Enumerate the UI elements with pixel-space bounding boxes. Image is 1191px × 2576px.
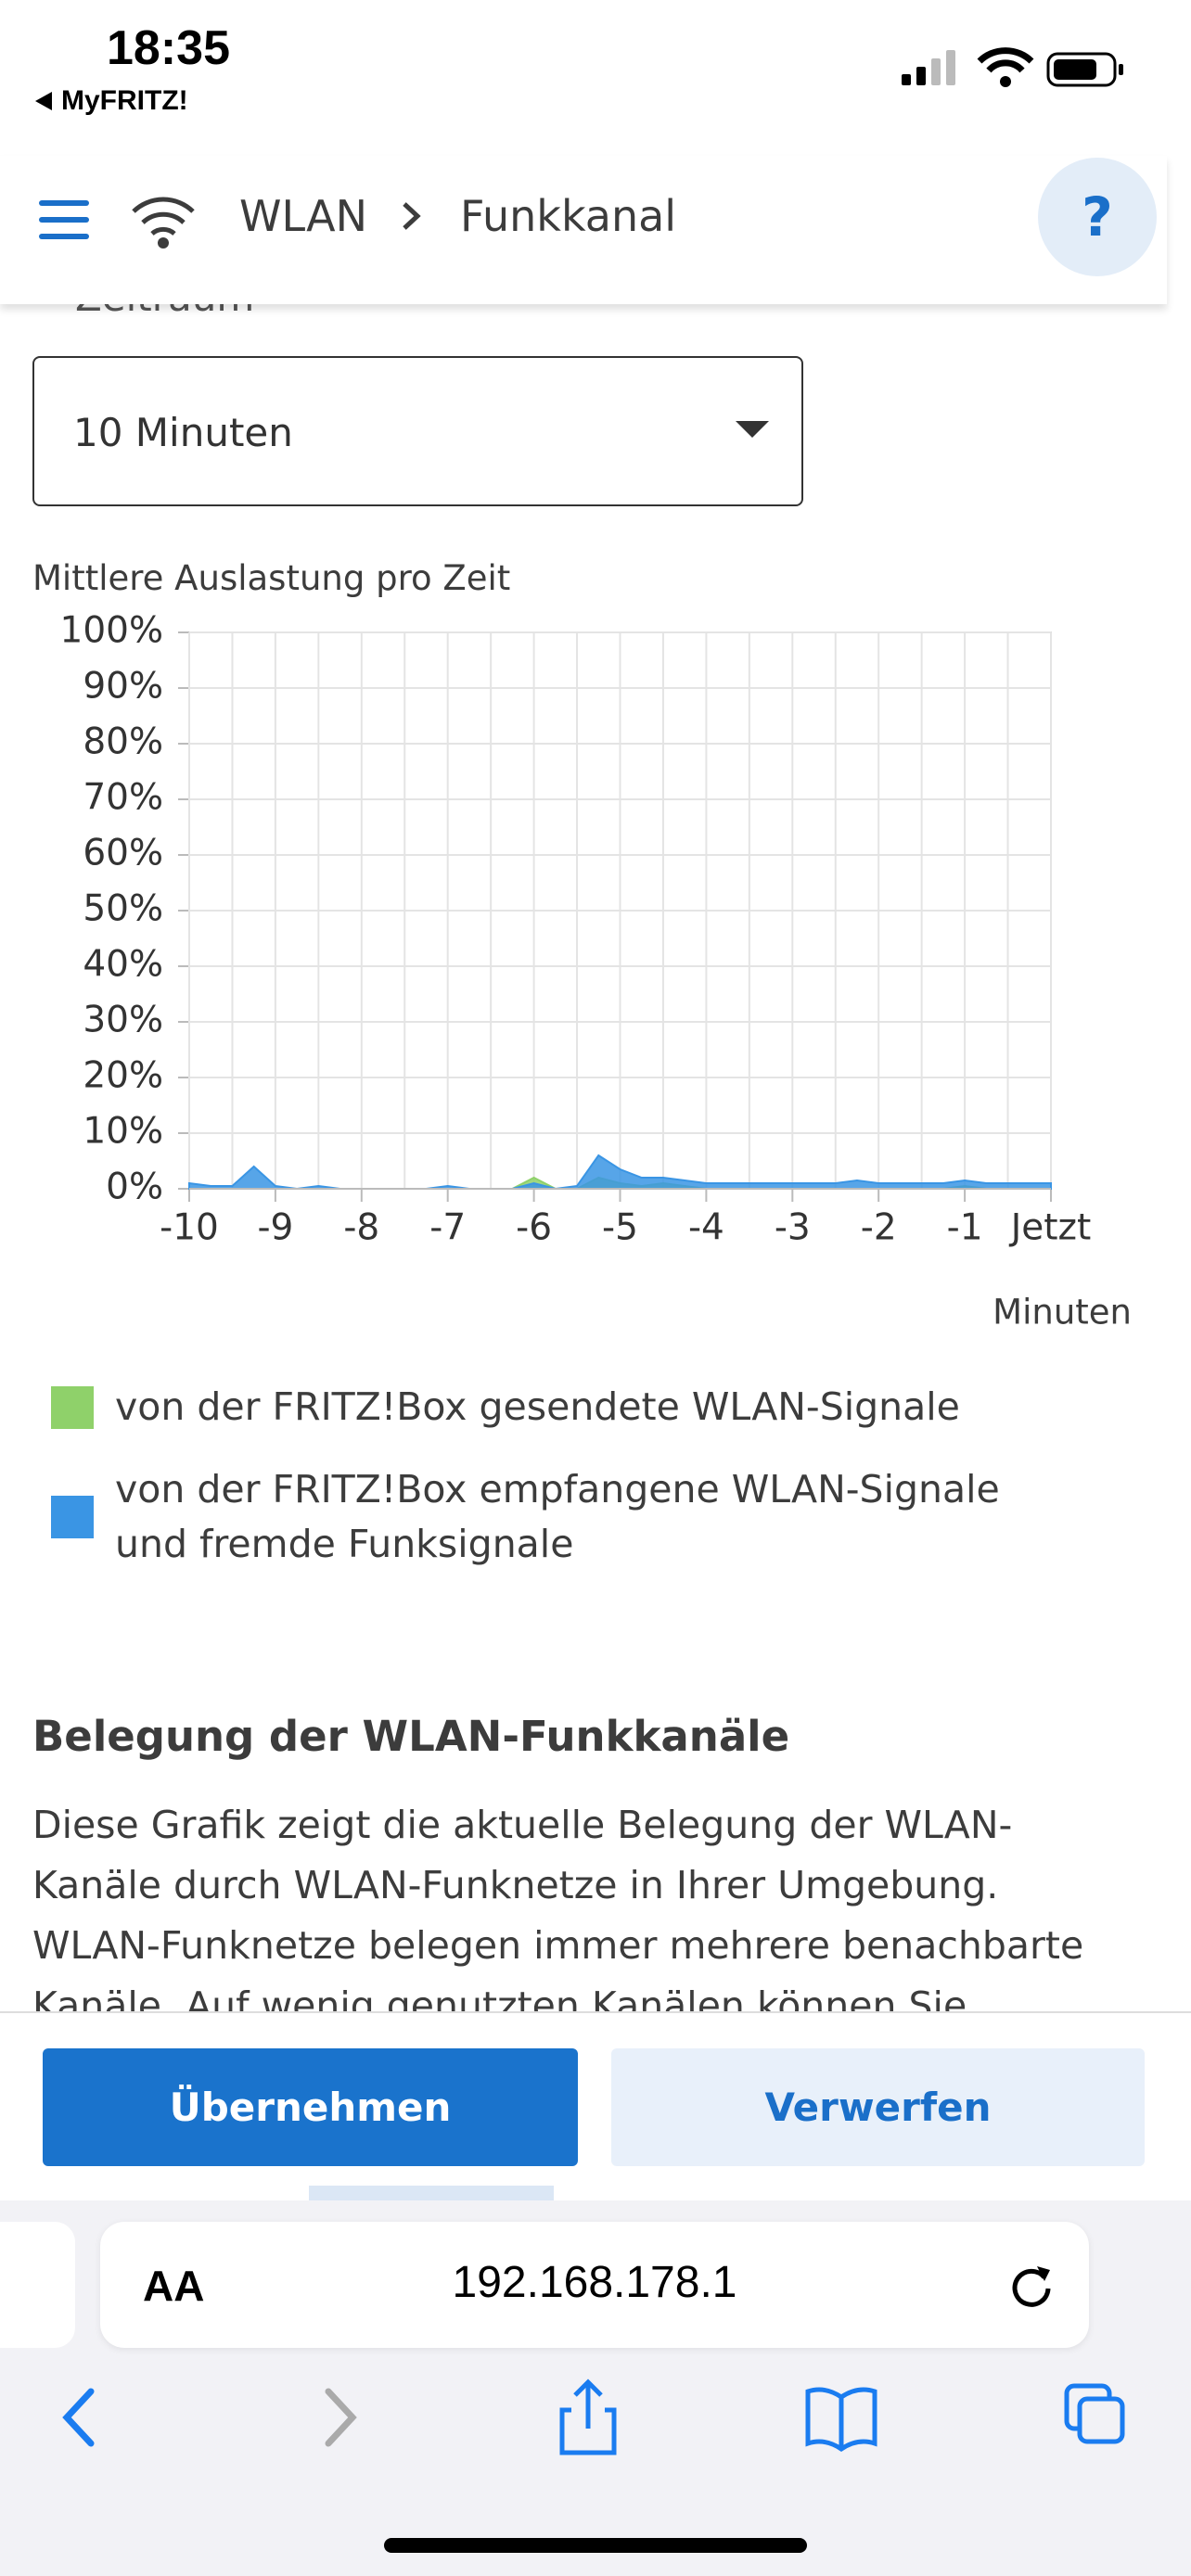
dropdown-arrow (736, 421, 769, 438)
x-tick-label: -9 (257, 1207, 293, 1249)
x-tick-label: -4 (688, 1207, 724, 1249)
back-label: MyFRITZ! (61, 85, 188, 116)
chart: Minuten 0% 10% 20% 30% 40% 50% 60% 70% 80% 90% 100… (60, 610, 1133, 1333)
discard-button[interactable]: Verwerfen (611, 2048, 1145, 2166)
legend-item: von der FRITZ!Box gesendete WLAN-Signale (51, 1380, 1127, 1435)
toolbar (62, 2378, 1125, 2455)
y-tick-label: 30% (83, 1000, 163, 1041)
app-header: WLAN Funkkanal ? (0, 156, 1167, 304)
y-tick-label: 60% (83, 833, 163, 874)
y-tick-label: 50% (83, 888, 163, 930)
reload-icon[interactable] (1007, 2261, 1056, 2309)
url-field[interactable]: AA 192.168.178.1 (100, 2222, 1089, 2348)
browser-bar: AA 192.168.178.1 (0, 2200, 1191, 2576)
y-tick-label: 80% (83, 721, 163, 763)
y-tick-label: 10% (83, 1111, 163, 1153)
x-tick-label: -1 (947, 1207, 983, 1249)
x-tick-label: -7 (429, 1207, 466, 1249)
legend-swatch (51, 1385, 94, 1429)
y-tick-label: 90% (83, 666, 163, 708)
x-tick-label: Jetzt (1008, 1207, 1092, 1249)
legend-label: von der FRITZ!Box gesendete WLAN-Signale (115, 1384, 960, 1429)
x-tick-label: -2 (861, 1207, 897, 1249)
url: 192.168.178.1 (452, 2258, 737, 2307)
y-tick-label: 20% (83, 1055, 163, 1097)
legend-label: von der FRITZ!Box empfangene WLAN-Signal… (115, 1467, 1000, 1566)
back-link[interactable]: MyFRITZ! (33, 85, 188, 117)
forward-button[interactable] (325, 2388, 357, 2447)
legend: von der FRITZ!Box gesendete WLAN-Signale… (51, 1380, 1127, 1600)
x-tick-label: -10 (160, 1207, 219, 1249)
crumb[interactable]: WLAN (239, 191, 368, 241)
y-tick-label: 70% (83, 777, 163, 819)
area (188, 1154, 1052, 1191)
crumb: Funkkanal (460, 191, 677, 241)
home-indicator (384, 2538, 807, 2553)
legend-item: von der FRITZ!Box empfangene WLAN-Signal… (51, 1462, 1127, 1572)
y-tick-label: 40% (83, 944, 163, 986)
wifi-icon (132, 197, 195, 249)
y-tick-label: 100% (60, 610, 164, 652)
apply-button[interactable]: Übernehmen (43, 2048, 578, 2166)
period-select[interactable]: 10 Minuten (32, 356, 803, 506)
back-button[interactable] (62, 2388, 95, 2447)
bookmarks-button[interactable] (805, 2387, 877, 2453)
menu-icon[interactable] (37, 193, 93, 249)
x-tick-label: -5 (602, 1207, 638, 1249)
clock: 18:35 (107, 21, 230, 75)
select-value: 10 Minuten (73, 410, 293, 455)
x-tick-label: -6 (516, 1207, 552, 1249)
crumb-separator (403, 202, 421, 230)
action-bar: Übernehmen Verwerfen (0, 2011, 1191, 2202)
y-tick-label: 0% (106, 1167, 163, 1208)
share-button[interactable] (559, 2378, 617, 2455)
chart-title: Mittlere Auslastung pro Zeit (32, 558, 511, 598)
x-tick-label: -8 (343, 1207, 379, 1249)
back-arrow (35, 92, 52, 110)
x-tick-label: -3 (775, 1207, 811, 1249)
section-heading: Belegung der WLAN-Funkkanäle (32, 1712, 790, 1761)
tab-indicator (309, 2186, 554, 2202)
prev-tab[interactable] (0, 2222, 75, 2348)
legend-swatch (51, 1496, 94, 1538)
tabs-button[interactable] (1064, 2383, 1125, 2444)
help-button[interactable]: ? (1038, 158, 1157, 276)
status-icons (902, 47, 1123, 87)
x-axis-label: Minuten (992, 1293, 1132, 1333)
breadcrumb: WLAN Funkkanal (239, 191, 676, 241)
text-size-button[interactable]: AA (143, 2262, 205, 2310)
